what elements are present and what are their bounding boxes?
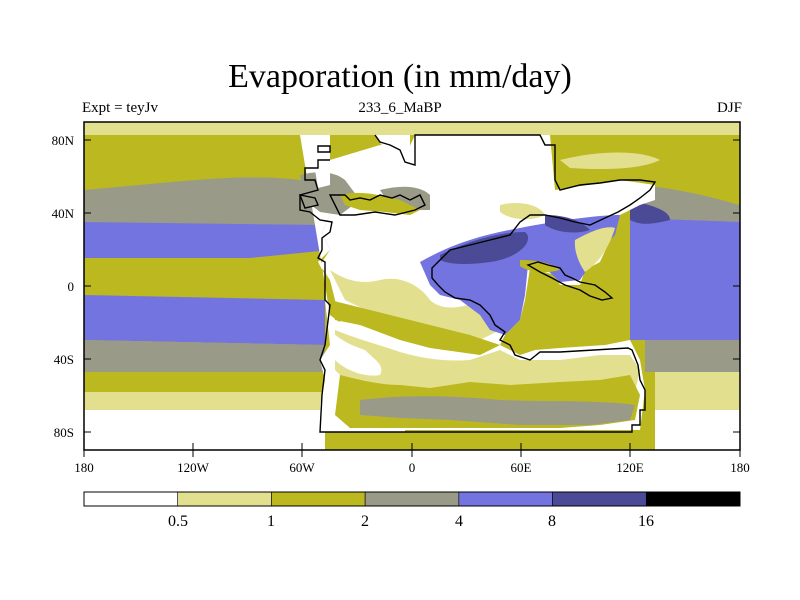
season-label: DJF: [716, 100, 742, 116]
land-pale-1: [330, 270, 500, 340]
colorbar-frame: [83, 491, 741, 507]
colorbar-label: 1: [267, 513, 275, 530]
y-tick-label: 40N: [52, 206, 75, 221]
y-tick-label: 40S: [54, 352, 74, 367]
coastlines: [298, 134, 657, 433]
x-tick-labels: 180 120W 60W 0 60E 120E 180: [74, 460, 750, 475]
colorbar-swatch: [645, 491, 741, 507]
north-land-pale: [560, 152, 660, 170]
colorbar-label: 8: [548, 513, 556, 530]
tick-marks: [83, 139, 741, 457]
inland-sea-deep-2: [545, 215, 590, 233]
inland-sea-deep: [440, 232, 529, 265]
y-tick-labels: 80N 40N 0 40S 80S: [52, 133, 75, 440]
inland-olive: [520, 260, 560, 273]
map-field: [84, 122, 740, 450]
east-grey-south: [645, 340, 740, 372]
colorbar-label: 16: [638, 513, 654, 530]
y-tick-label: 80S: [54, 425, 74, 440]
land-grey-1: [360, 396, 635, 425]
east-blue-band: [630, 218, 740, 300]
polar-pale-strip: [84, 122, 740, 135]
x-tick-label: 120W: [177, 460, 210, 475]
colorbar-label: 4: [455, 513, 463, 530]
north-land-white-1: [315, 165, 330, 188]
colorbar-label: 2: [361, 513, 369, 530]
x-tick-label: 0: [409, 460, 416, 475]
colorbar-swatch: [458, 491, 553, 507]
x-tick-label: 120E: [616, 460, 644, 475]
northern-blue-band: [84, 222, 330, 258]
age-label: 233_6_MaBP: [358, 100, 442, 116]
land-pale-2: [335, 330, 640, 395]
southern-grey-band: [84, 340, 325, 372]
x-tick-label: 180: [730, 460, 750, 475]
x-tick-label: 60W: [289, 460, 315, 475]
land-olive-1: [330, 300, 500, 355]
colorbar-swatch: [271, 491, 366, 507]
map-title: Evaporation (in mm/day): [228, 58, 572, 95]
southern-olive-band: [84, 372, 325, 392]
southern-pale-band: [84, 392, 325, 410]
east-white-south: [655, 410, 740, 450]
north-land-white-2: [375, 135, 410, 162]
colorbar-swatch: [177, 491, 272, 507]
southern-blue-band: [84, 295, 325, 345]
experiment-label: Expt = teyJv: [82, 100, 158, 116]
southern-white-band: [84, 410, 325, 450]
inland-pale: [574, 227, 615, 272]
y-tick-label: 80N: [52, 133, 75, 148]
colorbar: [83, 491, 741, 507]
east-darkblue-patch: [630, 200, 670, 224]
colorbar-swatch: [83, 491, 179, 507]
x-tick-label: 60E: [511, 460, 532, 475]
northern-grey-band: [84, 177, 330, 225]
colorbar-labels: 0.5 1 2 4 8 16: [168, 513, 654, 530]
y-tick-label: 0: [68, 279, 75, 294]
north-island-white: [320, 145, 330, 152]
equatorial-band: [84, 258, 325, 300]
colorbar-label: 0.5: [168, 513, 188, 530]
colorbar-swatch: [552, 491, 647, 507]
land-white-1: [330, 330, 382, 376]
east-pale-patch: [690, 392, 730, 409]
x-tick-label: 180: [74, 460, 94, 475]
east-blue-south: [630, 300, 740, 340]
colorbar-swatch: [364, 491, 460, 507]
